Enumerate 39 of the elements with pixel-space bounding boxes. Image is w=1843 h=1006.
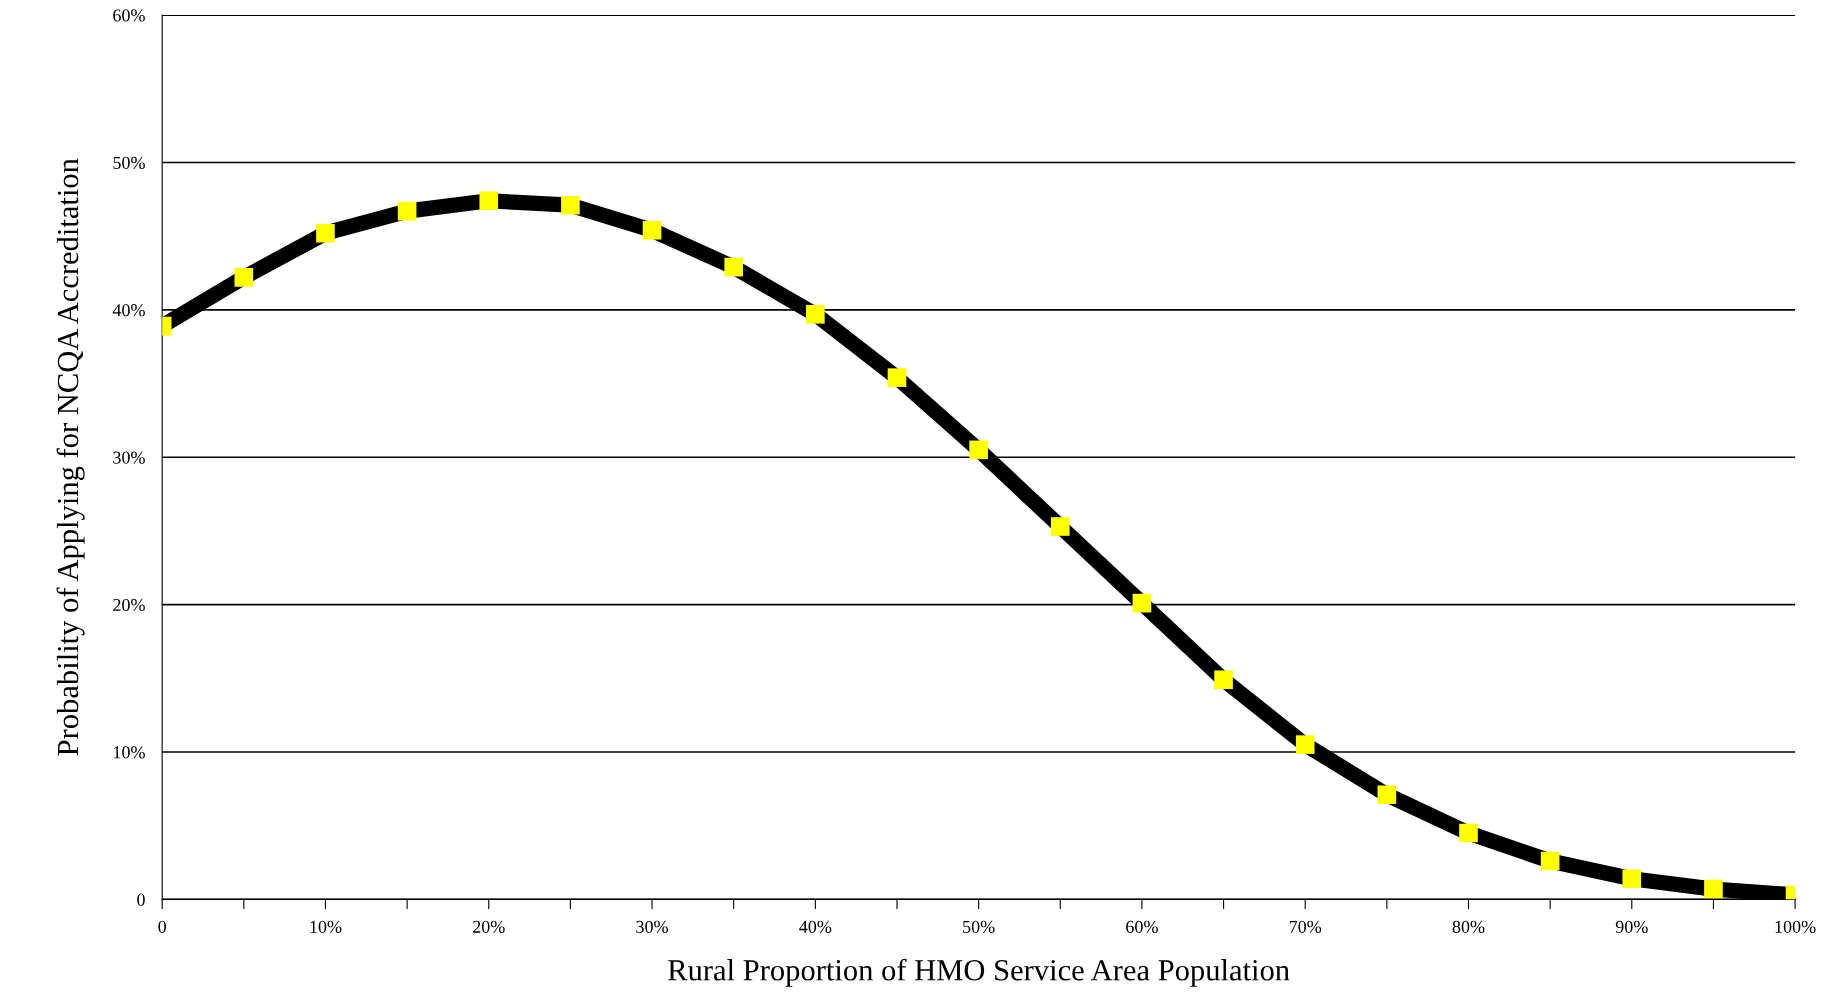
y-tick-label: 10% xyxy=(114,746,145,759)
x-tick-label: 0 xyxy=(158,920,167,933)
y-tick-label: 40% xyxy=(112,304,145,317)
x-tick-label: 70% xyxy=(1289,920,1322,933)
y-tick-label: 50% xyxy=(113,156,145,169)
point xyxy=(1704,879,1723,899)
point xyxy=(969,440,988,460)
y-tick-label: 0 xyxy=(137,893,145,906)
x-axis-title: Rural Proportion of HMO Service Area Population xyxy=(668,958,1290,987)
y-tick-label: 60% xyxy=(113,9,145,22)
point xyxy=(316,223,335,243)
point xyxy=(1050,517,1070,536)
x-tick-label: 90% xyxy=(1615,920,1648,933)
point xyxy=(642,220,662,240)
x-tick-label: 30% xyxy=(636,920,668,933)
x-tick-label: 10% xyxy=(310,920,342,933)
point xyxy=(1459,823,1478,843)
point xyxy=(561,195,580,215)
point xyxy=(1214,670,1233,690)
point xyxy=(397,201,417,221)
point xyxy=(1295,735,1315,754)
point xyxy=(724,257,744,277)
point xyxy=(1377,785,1397,805)
x-tick-label: 100% xyxy=(1775,920,1816,933)
point xyxy=(1540,851,1560,871)
x-tick-label: 80% xyxy=(1452,920,1485,933)
y-tick-label: 30% xyxy=(113,451,145,464)
point xyxy=(1622,869,1642,889)
point xyxy=(1132,593,1152,613)
y-tick-label: 20% xyxy=(113,598,145,612)
x-tick-label: 20% xyxy=(473,920,505,933)
point xyxy=(806,304,825,324)
point xyxy=(887,368,907,387)
x-tick-label: 50% xyxy=(963,920,995,933)
y-axis-title: Probability of Applying for NCQA Accreditation xyxy=(56,158,85,756)
point xyxy=(234,268,254,287)
point xyxy=(479,191,499,211)
x-tick-label: 40% xyxy=(799,920,832,933)
x-tick-label: 60% xyxy=(1126,920,1158,933)
